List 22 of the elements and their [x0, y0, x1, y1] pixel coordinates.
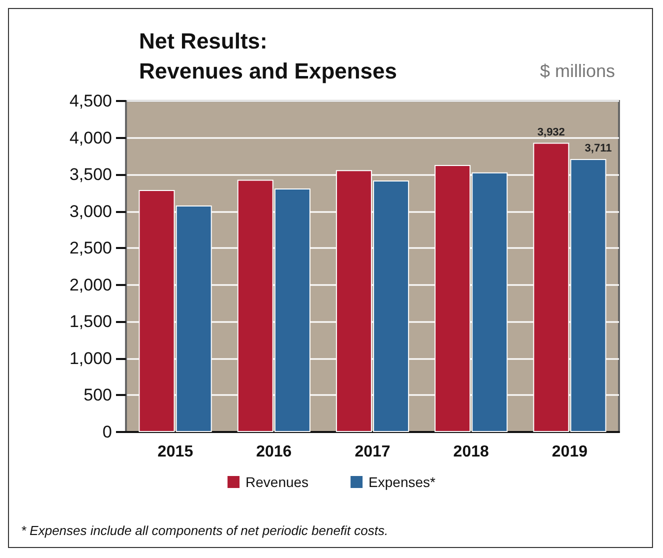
x-tick-label: 2018	[453, 444, 489, 460]
x-tick-label: 2015	[158, 444, 194, 460]
text: * Expenses include all components of net periodic benefit costs.	[21, 523, 388, 538]
x-tick-label: 2016	[256, 444, 292, 460]
chart-title: Net Results: Revenues and Expenses	[139, 28, 398, 84]
data-label: 3,711	[584, 142, 612, 155]
y-tick-label: 3,500	[69, 165, 112, 184]
y-tick-label: 500	[84, 386, 112, 405]
x-tick-label: 2017	[354, 444, 390, 460]
x-tick-label: 2019	[552, 444, 588, 460]
legend-label: Expenses*	[368, 474, 436, 490]
y-tick-label: 2,500	[69, 238, 112, 258]
legend-label: Revenues	[246, 474, 309, 490]
data-label: 3,932	[537, 126, 565, 138]
y-tick-label: 1,500	[69, 312, 112, 332]
y-tick-label: 4,500	[69, 92, 112, 110]
y-tick-label: 2,000	[69, 275, 112, 294]
y-tick-label: 0	[102, 422, 112, 442]
chart-subtitle: $ millions	[540, 61, 616, 81]
y-tick-label: 3,000	[69, 202, 112, 221]
y-tick-label: 4,000	[69, 128, 112, 148]
y-tick-label: 1,000	[69, 348, 112, 368]
